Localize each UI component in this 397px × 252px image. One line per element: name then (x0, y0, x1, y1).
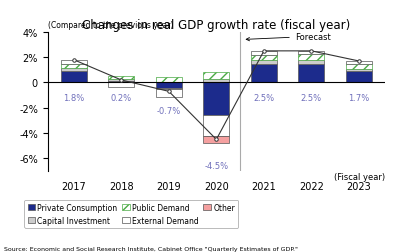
Text: -4.5%: -4.5% (204, 161, 228, 170)
Text: (Fiscal year): (Fiscal year) (334, 173, 385, 182)
Text: (Compared to the previous year): (Compared to the previous year) (48, 21, 173, 30)
Bar (156, 89, 182, 98)
Bar (203, 83, 229, 116)
Text: 1.8%: 1.8% (63, 94, 85, 103)
Bar (346, 72, 372, 83)
Text: 1.7%: 1.7% (348, 94, 370, 103)
Text: Source: Economic and Social Research Institute, Cabinet Office "Quarterly Estima: Source: Economic and Social Research Ins… (4, 246, 298, 251)
Bar (299, 64, 324, 83)
Bar (299, 55, 324, 61)
Text: Forecast: Forecast (246, 33, 331, 42)
Bar (61, 69, 87, 72)
Bar (346, 62, 372, 64)
Bar (251, 64, 277, 83)
Bar (203, 116, 229, 137)
Bar (203, 73, 229, 79)
Bar (251, 52, 277, 55)
Bar (108, 83, 134, 87)
Bar (108, 80, 134, 81)
Text: -0.7%: -0.7% (157, 106, 181, 115)
Bar (108, 81, 134, 83)
Bar (156, 78, 182, 83)
Bar (203, 79, 229, 83)
Bar (61, 60, 87, 64)
Bar (108, 76, 134, 80)
Bar (203, 137, 229, 144)
Text: 2.5%: 2.5% (301, 94, 322, 103)
Bar (299, 61, 324, 64)
Legend: Private Consumption, Capital Investment, Public Demand, External Demand, Other: Private Consumption, Capital Investment,… (25, 200, 238, 228)
Bar (346, 64, 372, 69)
Bar (156, 88, 182, 89)
Text: 0.2%: 0.2% (111, 94, 132, 103)
Title: Changes in real GDP growth rate (fiscal year): Changes in real GDP growth rate (fiscal … (82, 19, 351, 32)
Bar (61, 64, 87, 69)
Text: 2.5%: 2.5% (253, 94, 274, 103)
Bar (346, 69, 372, 72)
Bar (156, 83, 182, 88)
Bar (251, 61, 277, 64)
Bar (299, 52, 324, 55)
Bar (61, 72, 87, 83)
Bar (251, 55, 277, 61)
